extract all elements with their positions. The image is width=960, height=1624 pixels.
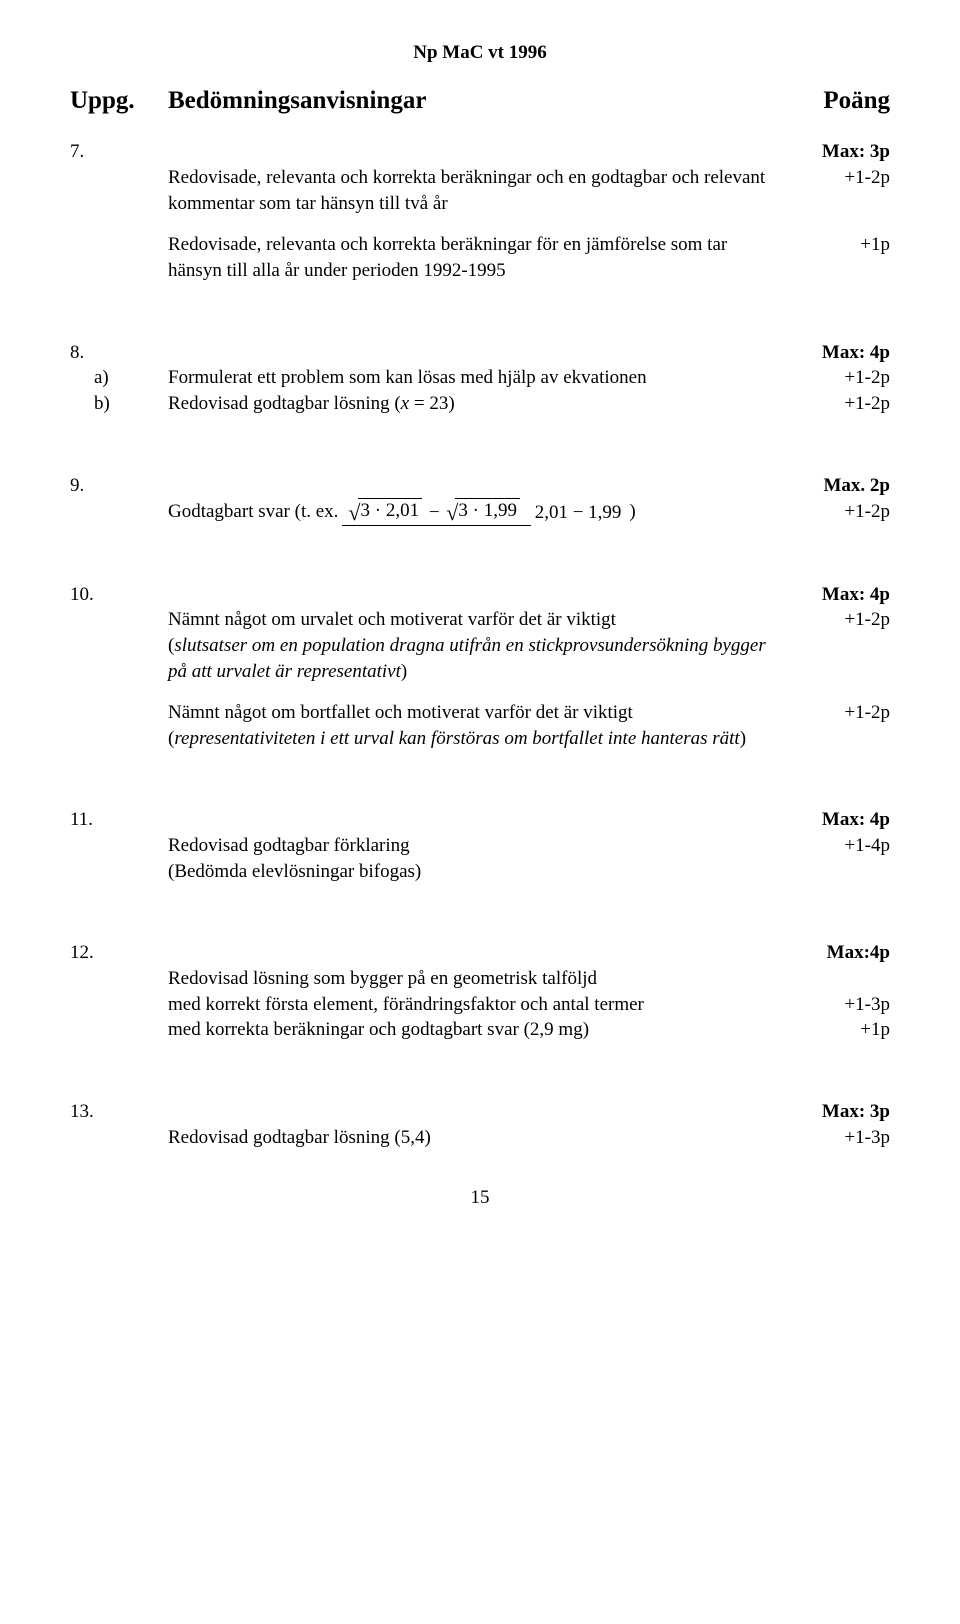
q10-par1: (slutsatser om en population dragna utif…: [168, 633, 780, 684]
q9-max: Max. 2p: [780, 473, 890, 499]
q12-max: Max:4p: [780, 940, 890, 966]
q8-max: Max: 4p: [780, 340, 890, 366]
q7-max: Max: 3p: [780, 139, 890, 165]
q9-expr: Godtagbart svar (t. ex. √3 · 2,01 − √3 ·…: [168, 498, 780, 525]
q11-num: 11.: [70, 807, 168, 833]
q8-a-pts: +1-2p: [780, 365, 890, 391]
page-number: 15: [70, 1185, 890, 1211]
question-7: 7. Max: 3p Redovisade, relevanta och kor…: [70, 139, 890, 283]
q8-b-text: Redovisad godtagbar lösning (x = 23): [168, 391, 780, 417]
q8-a-text: Formulerat ett problem som kan lösas med…: [168, 365, 780, 391]
q7-pts2: +1p: [780, 232, 890, 258]
question-10: 10. Max: 4p Nämnt något om urvalet och m…: [70, 582, 890, 752]
question-13: 13. Max: 3p Redovisad godtagbar lösning …: [70, 1099, 890, 1150]
q10-num: 10.: [70, 582, 168, 608]
question-12: 12. Max:4p Redovisad lösning som bygger …: [70, 940, 890, 1043]
q7-line1: Redovisade, relevanta och korrekta beräk…: [168, 165, 780, 216]
col-header-mid: Bedömningsanvisningar: [168, 84, 780, 118]
q12-num: 12.: [70, 940, 168, 966]
q12-pts3: +1p: [780, 1017, 890, 1043]
col-header-num: Uppg.: [70, 84, 168, 118]
q12-line1: Redovisad lösning som bygger på en geome…: [168, 966, 780, 992]
q13-pts1: +1-3p: [780, 1125, 890, 1151]
q11-pts1: +1-4p: [780, 833, 890, 859]
q9-num: 9.: [70, 473, 168, 499]
q13-line1: Redovisad godtagbar lösning (5,4): [168, 1125, 780, 1151]
q10-max: Max: 4p: [780, 582, 890, 608]
q9-pts: +1-2p: [780, 499, 890, 525]
q10-pts1: +1-2p: [780, 607, 890, 633]
q11-line1: Redovisad godtagbar förklaring: [168, 833, 780, 859]
q7-pts1: +1-2p: [780, 165, 890, 191]
q12-line2: med korrekt första element, förändringsf…: [168, 992, 780, 1018]
q8-b-label: b): [70, 391, 168, 417]
doc-header: Np MaC vt 1996: [70, 40, 890, 66]
q11-line2: (Bedömda elevlösningar bifogas): [168, 859, 780, 885]
q13-max: Max: 3p: [780, 1099, 890, 1125]
column-headers: Uppg. Bedömningsanvisningar Poäng: [70, 84, 890, 118]
q10-pts2: +1-2p: [780, 700, 890, 726]
q12-line3: med korrekta beräkningar och godtagbart …: [168, 1017, 780, 1043]
q13-num: 13.: [70, 1099, 168, 1125]
q7-num: 7.: [70, 139, 168, 165]
q10-line2: Nämnt något om bortfallet och motiverat …: [168, 700, 780, 726]
q8-b-pts: +1-2p: [780, 391, 890, 417]
q11-max: Max: 4p: [780, 807, 890, 833]
col-header-pts: Poäng: [780, 84, 890, 118]
q8-a-label: a): [70, 365, 168, 391]
q10-line1: Nämnt något om urvalet och motiverat var…: [168, 607, 780, 633]
question-11: 11. Max: 4p Redovisad godtagbar förklari…: [70, 807, 890, 884]
question-9: 9. Max. 2p Godtagbart svar (t. ex. √3 · …: [70, 473, 890, 526]
q12-pts2: +1-3p: [780, 992, 890, 1018]
q7-line2: Redovisade, relevanta och korrekta beräk…: [168, 232, 780, 283]
question-8: 8. Max: 4p a) Formulerat ett problem som…: [70, 340, 890, 417]
q10-par2: (representativiteten i ett urval kan för…: [168, 726, 780, 752]
q8-num: 8.: [70, 340, 168, 366]
